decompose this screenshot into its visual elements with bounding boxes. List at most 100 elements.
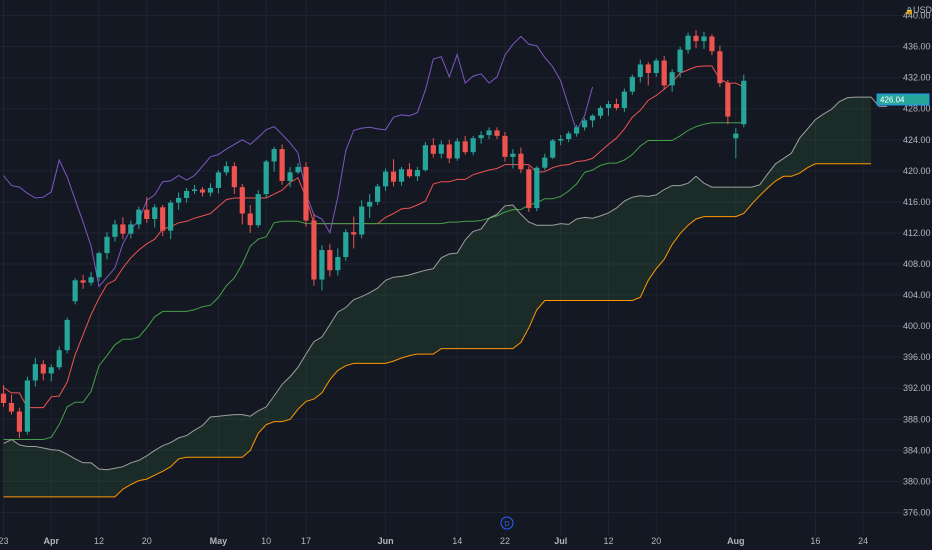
candle-body (518, 153, 524, 170)
y-tick-label: 404.00 (903, 290, 931, 300)
candle-body (104, 236, 110, 254)
candle-body (303, 166, 309, 221)
candle-body (725, 83, 731, 117)
candle-body (486, 130, 492, 136)
candle-body (613, 104, 620, 108)
candle-body (24, 380, 30, 432)
x-tick-label: Jul (554, 536, 567, 546)
candle-body (526, 169, 532, 209)
candle-body (144, 209, 150, 219)
candle-body (247, 213, 253, 226)
candle-body (510, 153, 516, 157)
x-tick-label: Aug (727, 536, 745, 546)
candle-body (733, 133, 739, 139)
candle-body (502, 135, 508, 157)
current-price-box (876, 93, 930, 106)
y-tick-label: 432.00 (903, 73, 931, 83)
currency-indicator[interactable]: 🔒 USD (905, 5, 932, 15)
lock-icon: 🔒 (905, 7, 914, 15)
y-tick-label: 408.00 (903, 259, 931, 269)
candle-body (438, 144, 444, 154)
candle-body (621, 91, 627, 108)
y-tick-label: 416.00 (903, 197, 931, 207)
candle-body (470, 138, 476, 153)
candle-body (454, 141, 460, 159)
x-tick-label: 10 (261, 536, 271, 546)
candle-body (183, 191, 190, 198)
candle-body (136, 209, 142, 225)
candle-body (223, 166, 229, 173)
x-tick-label: 17 (301, 536, 311, 546)
candle-body (351, 232, 357, 235)
y-tick-label: 388.00 (903, 414, 931, 424)
y-tick-label: 384.00 (903, 445, 931, 455)
x-tick-label: May (210, 536, 228, 546)
candle-body (661, 60, 667, 86)
candle-body (693, 35, 699, 42)
candle-body (558, 138, 564, 141)
timeframe-circle (500, 516, 514, 530)
x-tick-label: 24 (858, 536, 868, 546)
candle-body (597, 107, 604, 116)
candle-body (239, 187, 245, 214)
candle-body (199, 189, 206, 193)
candle-body (422, 145, 428, 171)
candle-body (741, 80, 747, 125)
candle-body (207, 187, 214, 193)
y-axis[interactable]: 376.00 380.00 384.00 388.00 392.00 396.00 400.… (903, 11, 931, 518)
y-tick-label: 420.00 (903, 166, 931, 176)
candle-body (677, 49, 683, 73)
candle-body (382, 171, 389, 187)
candle-body (494, 130, 500, 136)
x-tick-label: 14 (452, 536, 462, 546)
candle-body (462, 141, 468, 153)
x-tick-label: 12 (94, 536, 104, 546)
y-tick-label: 412.00 (903, 228, 931, 238)
candle-body (327, 250, 333, 271)
candle-body (72, 280, 78, 302)
candle-body (160, 207, 166, 231)
candle-body (629, 76, 635, 92)
candle-body (191, 189, 198, 192)
y-tick-label: 396.00 (903, 352, 931, 362)
candle-body (120, 224, 126, 234)
candle-body (279, 149, 285, 181)
ichimoku-cloud (3, 97, 872, 497)
candle-body (32, 364, 38, 381)
candle-body (343, 232, 349, 258)
candle-body (263, 161, 269, 195)
candle-body (717, 51, 723, 84)
candle-body (8, 402, 15, 412)
x-tick-label: 20 (651, 536, 661, 546)
candle-body (581, 120, 588, 128)
candle-body (56, 350, 62, 368)
timeframe-marker[interactable]: D (500, 516, 514, 530)
candle-body (566, 133, 572, 139)
candle-body (319, 250, 325, 280)
x-tick-label: 23 (0, 536, 9, 546)
candle-body (375, 186, 381, 202)
base-line (3, 122, 744, 440)
indicator-lines (3, 35, 888, 498)
candle-body (414, 170, 421, 177)
candle-body (168, 202, 174, 231)
y-tick-label: 436.00 (903, 42, 931, 52)
candle-body (550, 140, 556, 158)
candle-body (446, 144, 452, 159)
current-price-label: 426.04 (880, 96, 905, 105)
candle-body (152, 207, 158, 219)
x-tick-label: Apr (44, 536, 60, 546)
candle-body (48, 367, 54, 374)
candles (0, 30, 747, 438)
leading-span-b (3, 163, 872, 498)
candle-body (398, 169, 405, 182)
y-tick-label: 424.00 (903, 135, 931, 145)
candle-body (40, 364, 46, 374)
candle-body (271, 149, 277, 162)
candle-body (255, 194, 261, 226)
x-axis[interactable]: 23 Apr 12 20 May 10 17 Jun 14 22 Jul 12 20 Aug 16 24 (0, 536, 868, 546)
candle-body (287, 172, 293, 181)
candle-body (574, 127, 580, 134)
